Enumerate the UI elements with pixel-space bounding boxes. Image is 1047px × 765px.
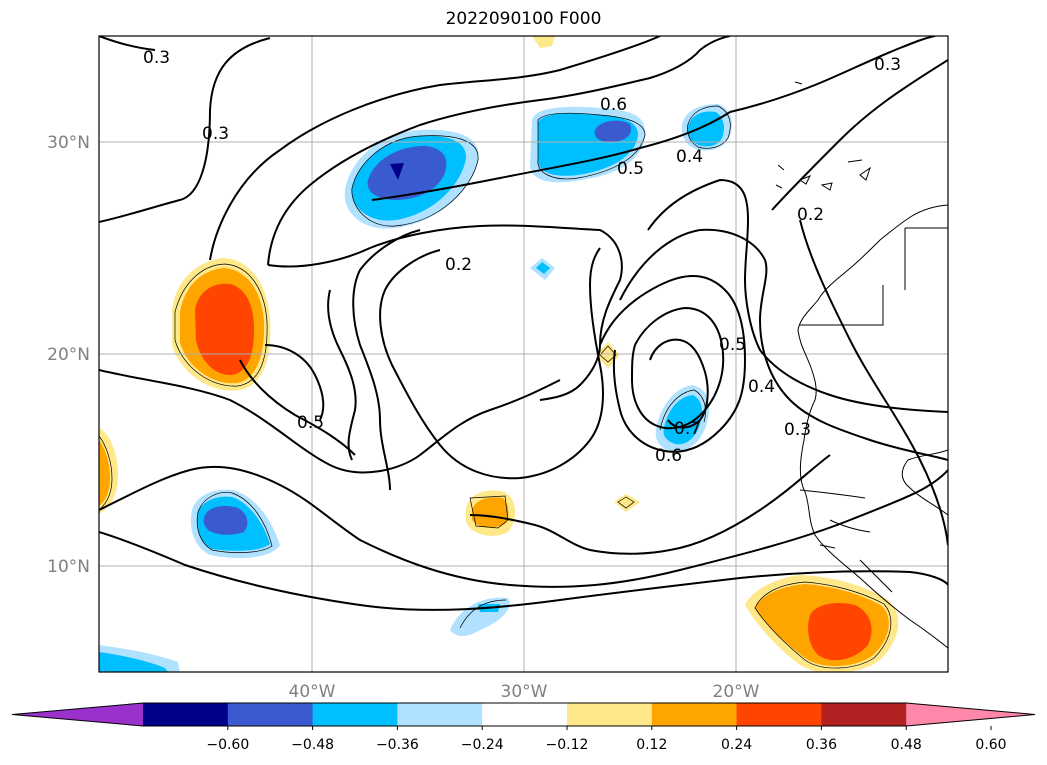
colorbar-extend-low xyxy=(12,703,143,726)
colorbar-tick-label: −0.48 xyxy=(291,737,334,753)
colorbar-tick-label: 0.48 xyxy=(891,737,922,753)
contour-line xyxy=(99,37,271,223)
contour-line xyxy=(649,338,709,429)
contour-label: 0.3 xyxy=(202,124,229,144)
contour-label: 0.6 xyxy=(655,446,682,466)
contour-line xyxy=(99,465,948,588)
contour-label: 0.5 xyxy=(719,335,746,355)
map-frame xyxy=(98,35,949,673)
colorbar-tick-label: 0.24 xyxy=(721,737,752,753)
negative-anomaly-blob xyxy=(344,129,479,229)
colorbar-extend-high xyxy=(906,703,1035,726)
colorbar-tick-label: −0.12 xyxy=(546,737,589,753)
contour-label: 0.3 xyxy=(784,420,811,440)
contour-line xyxy=(239,359,356,456)
colorbar-segment xyxy=(397,703,483,726)
contour-line xyxy=(267,36,731,266)
contour-line xyxy=(771,59,948,211)
contour-line xyxy=(327,289,357,461)
contour-line xyxy=(209,36,661,261)
contour-label: 0.4 xyxy=(676,147,703,167)
contour-line xyxy=(371,111,731,201)
shade-outlines xyxy=(99,105,892,669)
colorbar-segment xyxy=(651,703,738,726)
contour-label: 0.3 xyxy=(874,55,901,75)
contour-line xyxy=(99,531,948,611)
colorbar-segment xyxy=(482,703,568,726)
colorbar-tick-label: −0.60 xyxy=(206,737,249,753)
positive-anomaly-blob xyxy=(532,36,640,512)
contour-label: 0.5 xyxy=(617,159,644,179)
negative-anomaly-blob xyxy=(190,489,280,558)
positive-anomaly-blob xyxy=(99,428,118,514)
contour-labels: 0.3 0.3 0.3 0.6 0.5 0.4 0.2 0.2 0.5 0.5 … xyxy=(143,48,901,466)
colorbar-outline xyxy=(11,702,1036,727)
lat-label: 10°N xyxy=(47,557,90,577)
contour-lines xyxy=(99,36,948,611)
contour-line xyxy=(469,454,831,555)
contour-line xyxy=(99,369,561,474)
map-area: 0.3 0.3 0.3 0.6 0.5 0.4 0.2 0.2 0.5 0.5 … xyxy=(99,36,948,672)
contour-line xyxy=(99,36,156,51)
contour-line xyxy=(352,229,421,491)
colorbar-segment xyxy=(821,703,907,726)
contour-line xyxy=(379,247,604,480)
colorbar-tick-label: 0.36 xyxy=(806,737,837,753)
colorbar-segment xyxy=(143,703,229,726)
contour-label: 0.7 xyxy=(674,419,701,439)
contour-line xyxy=(264,344,325,421)
map-title: 2022090100 F000 xyxy=(445,9,602,29)
negative-anomaly-blob xyxy=(99,645,180,672)
contour-label: 0.4 xyxy=(748,377,775,397)
contour-line xyxy=(647,178,948,413)
colorbar-segment xyxy=(567,703,653,726)
colorbar-tick-label: 0.12 xyxy=(636,737,667,753)
colorbar: −0.60 −0.48 −0.36 −0.24 −0.12 0.12 0.24 0.36 0.4… xyxy=(11,702,1036,753)
contour-line xyxy=(799,219,948,546)
colorbar-tick-label: 0.60 xyxy=(975,737,1006,753)
contour-label: 0.6 xyxy=(600,95,627,115)
lon-label: 40°W xyxy=(289,682,336,702)
contour-label: 0.2 xyxy=(797,205,824,225)
colorbar-tick-label: −0.36 xyxy=(376,737,419,753)
contour-label: 0.3 xyxy=(143,48,170,68)
contour-label: 0.2 xyxy=(445,255,472,275)
colorbar-segment xyxy=(227,703,314,726)
contour-label: 0.5 xyxy=(297,413,324,433)
contour-line xyxy=(267,224,623,401)
negative-anomaly-blob xyxy=(530,106,645,183)
negative-anomaly-blob xyxy=(530,258,555,280)
lon-label: 20°W xyxy=(713,682,760,702)
lat-label: 20°N xyxy=(47,345,90,365)
longitude-labels: 40°W 30°W 20°W xyxy=(289,682,760,702)
contour-line xyxy=(729,36,936,113)
positive-anomaly-blob xyxy=(745,575,899,672)
contour-line xyxy=(599,274,747,453)
gridlines xyxy=(99,36,948,672)
contour-line xyxy=(619,228,948,461)
colorbar-segment xyxy=(736,703,822,726)
colorbar-segment xyxy=(312,703,398,726)
lat-label: 30°N xyxy=(47,133,90,153)
negative-anomaly-blob xyxy=(655,385,710,452)
latitude-labels: 30°N 20°N 10°N xyxy=(47,133,90,577)
colorbar-tick-label: −0.24 xyxy=(461,737,504,753)
lon-label: 30°W xyxy=(501,682,548,702)
